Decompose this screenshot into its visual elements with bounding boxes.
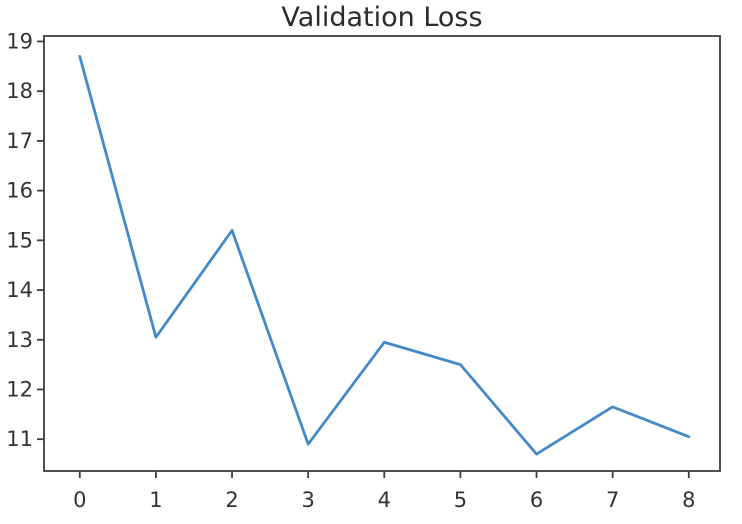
x-tick-label: 2 [225, 488, 238, 512]
chart-title: Validation Loss [281, 2, 482, 33]
x-tick-label: 6 [530, 488, 543, 512]
x-tick-label: 3 [301, 488, 314, 512]
x-axis: 0 1 2 3 4 5 6 7 8 [73, 471, 695, 512]
y-tick-label: 16 [6, 179, 33, 203]
axes-spines [43, 35, 721, 472]
y-tick-label: 18 [6, 79, 33, 103]
y-axis: 11 12 13 14 15 16 17 18 19 [6, 29, 44, 451]
x-tick-label: 5 [454, 488, 467, 512]
x-tick-label: 8 [682, 488, 695, 512]
x-tick-label: 7 [606, 488, 619, 512]
y-tick-label: 13 [6, 328, 33, 352]
x-tick-label: 4 [378, 488, 391, 512]
y-tick-label: 12 [6, 377, 33, 401]
plot-area [43, 35, 721, 472]
line-layer [78, 54, 691, 456]
y-tick-label: 14 [6, 278, 33, 302]
x-tick-label: 0 [73, 488, 86, 512]
y-tick-label: 17 [6, 129, 33, 153]
x-tick-label: 1 [149, 488, 162, 512]
y-tick-label: 19 [6, 29, 33, 53]
validation-loss-line [78, 54, 691, 456]
y-tick-label: 11 [6, 427, 33, 451]
y-tick-label: 15 [6, 228, 33, 252]
